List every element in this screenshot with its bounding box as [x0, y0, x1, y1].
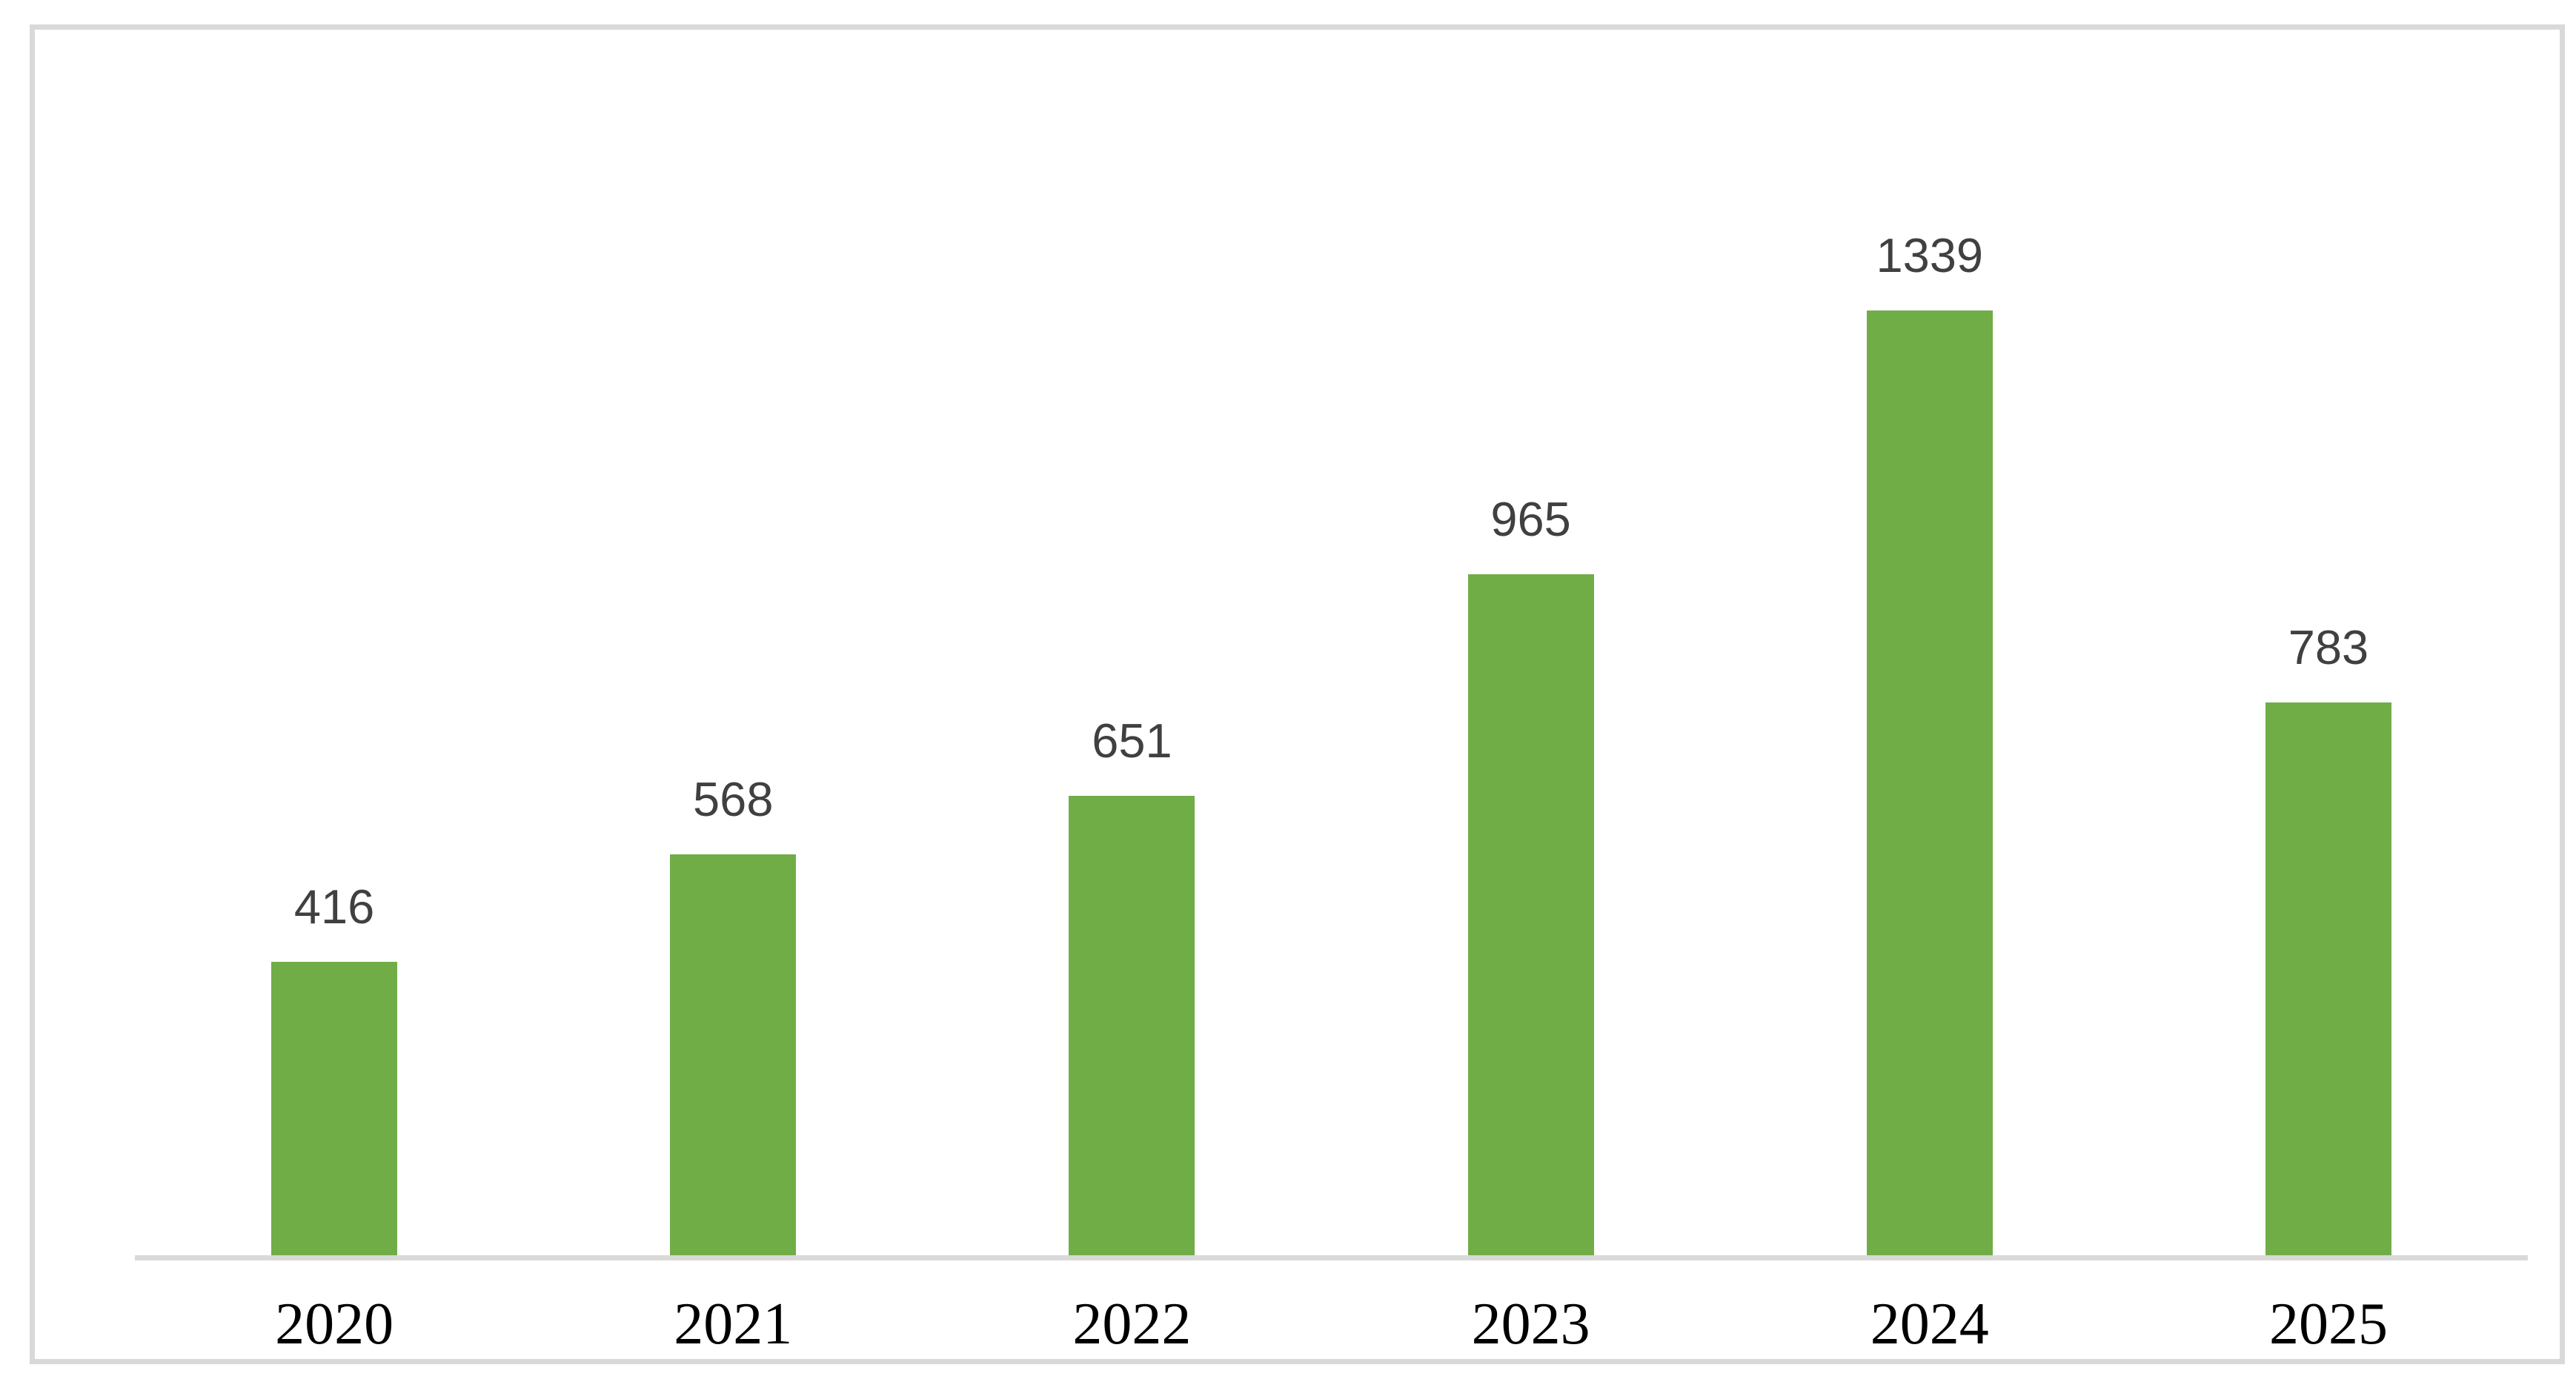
bar-value-label: 568 [693, 772, 774, 826]
bar-slot: 1339 [1730, 70, 2129, 1255]
x-axis-labels: 2020 2021 2022 2023 2024 2025 [135, 1260, 2528, 1354]
bar [271, 962, 398, 1255]
bar-value-label: 1339 [1876, 228, 1984, 282]
bar-slot: 783 [2129, 70, 2528, 1255]
bar-value-label: 416 [293, 880, 375, 934]
bar [1866, 310, 1993, 1255]
bar-slot: 965 [1332, 70, 1730, 1255]
bar [1069, 796, 1195, 1255]
x-axis-line [135, 1255, 2528, 1260]
bar [1467, 574, 1594, 1255]
bar-slot: 651 [932, 70, 1331, 1255]
chart-area: 416 568 651 965 1339 783 2020 2021 2022 2023 2024… [30, 24, 2565, 1364]
x-axis-tick-label: 2023 [1471, 1292, 1590, 1357]
x-axis-tick-label: 2025 [2268, 1292, 2388, 1357]
bar-slot: 416 [135, 70, 534, 1255]
bar-value-label: 783 [2288, 620, 2369, 674]
plot-area: 416 568 651 965 1339 783 [135, 70, 2528, 1255]
x-axis-tick-label: 2020 [275, 1292, 394, 1357]
bar [670, 854, 797, 1255]
x-axis-tick-label: 2021 [674, 1292, 793, 1357]
x-axis-tick-label: 2024 [1870, 1292, 1989, 1357]
bar-slot: 568 [534, 70, 932, 1255]
bar-value-label: 965 [1490, 492, 1571, 546]
bar [2265, 702, 2391, 1255]
x-axis-tick-label: 2022 [1072, 1292, 1192, 1357]
bar-value-label: 651 [1092, 714, 1172, 768]
